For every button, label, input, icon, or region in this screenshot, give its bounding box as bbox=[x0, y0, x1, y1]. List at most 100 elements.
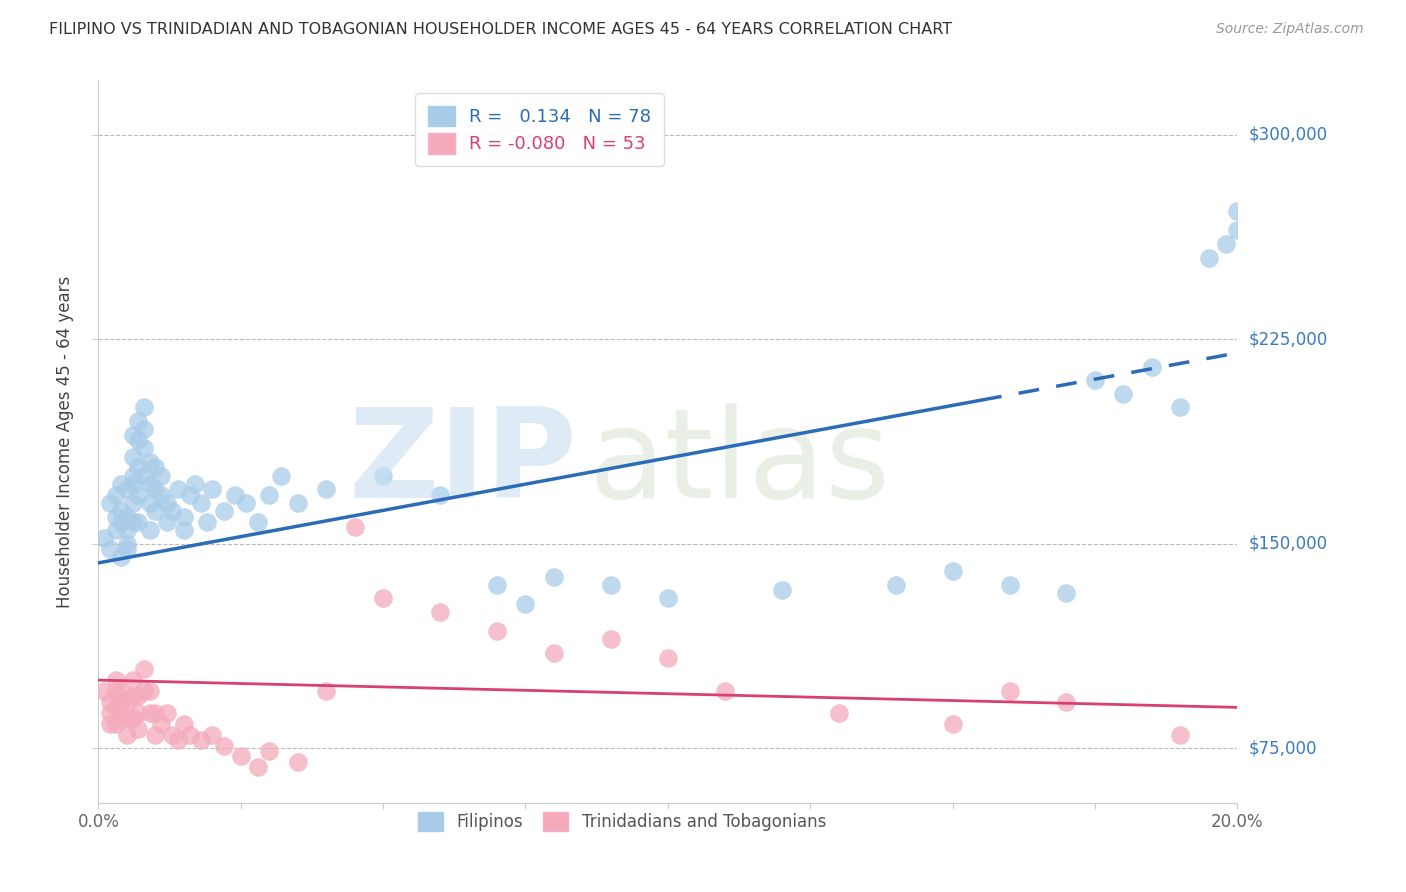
Point bbox=[138, 706, 160, 720]
Point bbox=[184, 476, 207, 491]
Point bbox=[150, 468, 173, 483]
Point bbox=[884, 577, 907, 591]
Point bbox=[138, 455, 160, 469]
Point bbox=[98, 706, 121, 720]
Point bbox=[132, 422, 155, 436]
Point bbox=[132, 662, 155, 676]
Legend: Filipinos, Trinidadians and Tobagonians: Filipinos, Trinidadians and Tobagonians bbox=[412, 805, 832, 838]
Point bbox=[156, 515, 179, 529]
Point bbox=[179, 728, 201, 742]
Point bbox=[190, 496, 212, 510]
Point bbox=[287, 496, 309, 510]
Point bbox=[110, 476, 132, 491]
Point bbox=[1170, 401, 1192, 415]
Point bbox=[212, 739, 235, 753]
Point bbox=[127, 460, 149, 475]
Point bbox=[600, 632, 623, 647]
Point bbox=[115, 711, 138, 725]
Point bbox=[127, 488, 149, 502]
Point bbox=[657, 591, 679, 606]
Point bbox=[1170, 728, 1192, 742]
Point bbox=[121, 515, 143, 529]
Point bbox=[515, 597, 537, 611]
Point bbox=[104, 523, 127, 537]
Point bbox=[138, 476, 160, 491]
Point bbox=[543, 569, 565, 583]
Point bbox=[121, 450, 143, 464]
Text: atlas: atlas bbox=[588, 402, 890, 524]
Point bbox=[104, 700, 127, 714]
Point bbox=[115, 523, 138, 537]
Point bbox=[132, 468, 155, 483]
Point bbox=[145, 706, 167, 720]
Y-axis label: Householder Income Ages 45 - 64 years: Householder Income Ages 45 - 64 years bbox=[56, 276, 75, 607]
Point bbox=[714, 684, 737, 698]
Point bbox=[104, 684, 127, 698]
Text: ZIP: ZIP bbox=[349, 402, 576, 524]
Text: Source: ZipAtlas.com: Source: ZipAtlas.com bbox=[1216, 22, 1364, 37]
Point bbox=[1226, 223, 1249, 237]
Point bbox=[145, 504, 167, 518]
Point bbox=[104, 488, 127, 502]
Point bbox=[115, 537, 138, 551]
Point bbox=[115, 509, 138, 524]
Point bbox=[132, 401, 155, 415]
Point bbox=[145, 482, 167, 496]
Point bbox=[127, 414, 149, 428]
Point bbox=[156, 496, 179, 510]
Point bbox=[121, 673, 143, 687]
Point bbox=[127, 722, 149, 736]
Point bbox=[259, 744, 281, 758]
Point bbox=[429, 488, 451, 502]
Point bbox=[162, 728, 184, 742]
Point bbox=[145, 460, 167, 475]
Point bbox=[110, 515, 132, 529]
Point bbox=[115, 482, 138, 496]
Point bbox=[150, 488, 173, 502]
Text: $300,000: $300,000 bbox=[1249, 126, 1327, 144]
Point bbox=[115, 728, 138, 742]
Point bbox=[115, 695, 138, 709]
Point bbox=[212, 504, 235, 518]
Point bbox=[121, 711, 143, 725]
Point bbox=[373, 468, 395, 483]
Text: FILIPINO VS TRINIDADIAN AND TOBAGONIAN HOUSEHOLDER INCOME AGES 45 - 64 YEARS COR: FILIPINO VS TRINIDADIAN AND TOBAGONIAN H… bbox=[49, 22, 952, 37]
Point bbox=[229, 749, 252, 764]
Point bbox=[110, 711, 132, 725]
Point bbox=[110, 684, 132, 698]
Point bbox=[486, 577, 509, 591]
Point bbox=[93, 684, 115, 698]
Point bbox=[828, 706, 851, 720]
Point bbox=[121, 427, 143, 442]
Point bbox=[132, 442, 155, 456]
Point bbox=[110, 695, 132, 709]
Point bbox=[259, 488, 281, 502]
Point bbox=[121, 690, 143, 704]
Point bbox=[942, 716, 965, 731]
Point bbox=[173, 716, 195, 731]
Point bbox=[287, 755, 309, 769]
Point bbox=[93, 532, 115, 546]
Point bbox=[998, 577, 1021, 591]
Point bbox=[98, 496, 121, 510]
Point bbox=[179, 488, 201, 502]
Point bbox=[138, 496, 160, 510]
Point bbox=[1215, 236, 1237, 251]
Point bbox=[104, 509, 127, 524]
Point bbox=[98, 716, 121, 731]
Point bbox=[270, 468, 292, 483]
Point bbox=[104, 716, 127, 731]
Point bbox=[167, 733, 190, 747]
Point bbox=[373, 591, 395, 606]
Point bbox=[201, 482, 224, 496]
Point bbox=[127, 706, 149, 720]
Point bbox=[315, 482, 337, 496]
Point bbox=[195, 515, 218, 529]
Point bbox=[104, 673, 127, 687]
Point bbox=[132, 684, 155, 698]
Point bbox=[190, 733, 212, 747]
Point bbox=[235, 496, 257, 510]
Point bbox=[246, 760, 269, 774]
Point bbox=[1140, 359, 1163, 374]
Point bbox=[770, 583, 793, 598]
